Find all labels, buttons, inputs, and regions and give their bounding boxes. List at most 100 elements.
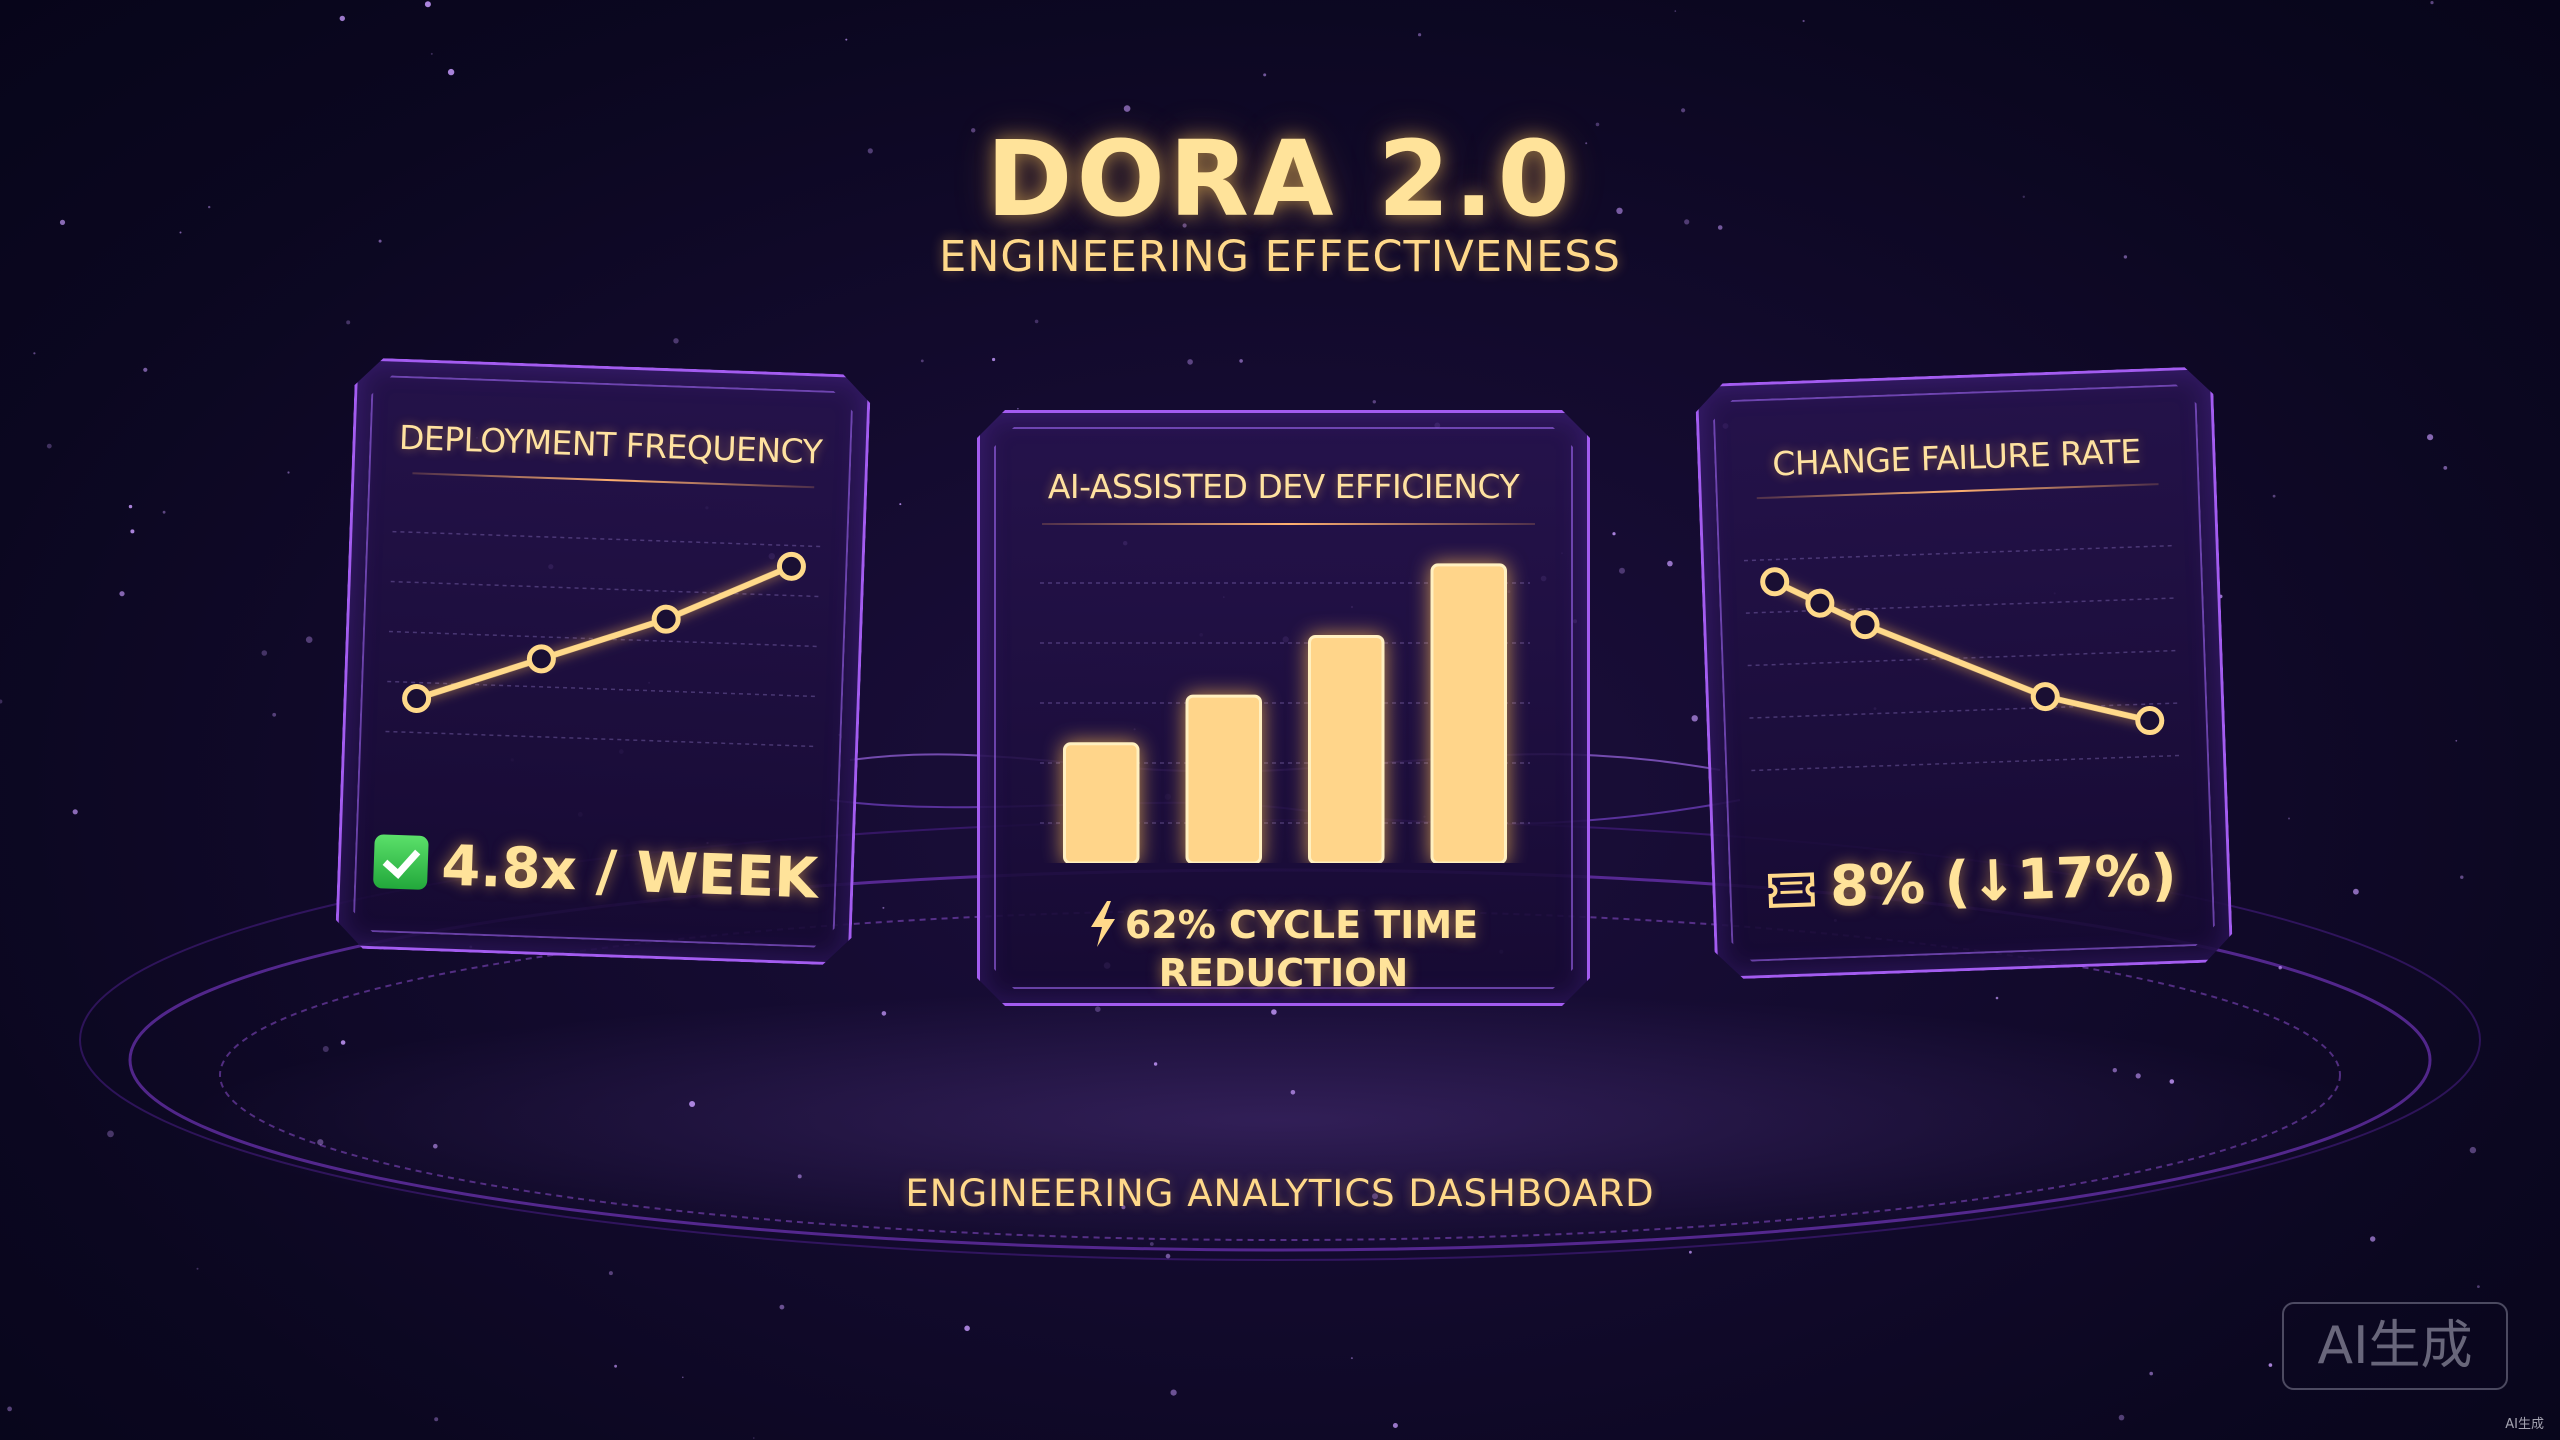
particle <box>1187 359 1193 365</box>
particle <box>322 1046 329 1052</box>
particle <box>867 148 873 154</box>
particle <box>899 503 902 506</box>
particle <box>33 352 36 355</box>
particle <box>2455 739 2458 742</box>
particle <box>130 529 135 534</box>
particle <box>2278 966 2282 970</box>
particle <box>1689 1250 1692 1254</box>
bar <box>1187 696 1261 863</box>
particle <box>1372 1193 1378 1200</box>
particle <box>59 219 66 225</box>
corner-watermark: AI生成 <box>2505 1417 2544 1432</box>
particle <box>107 1130 114 1138</box>
change-failure-rate-chart <box>1743 516 2182 801</box>
particle <box>2430 0 2434 5</box>
grid-line <box>1751 755 2181 770</box>
particle <box>608 1271 613 1276</box>
particle <box>1095 1006 1101 1012</box>
particle <box>2370 1236 2376 1242</box>
footer-label: ENGINEERING ANALYTICS DASHBOARD <box>905 1172 1655 1215</box>
particle <box>2272 494 2276 498</box>
particle <box>689 1101 696 1107</box>
particle <box>1034 319 1039 324</box>
data-point <box>1807 591 1832 616</box>
particle <box>1170 1389 1177 1396</box>
card-value: 62% CYCLE TIME REDUCTION <box>980 903 1587 995</box>
particle <box>378 239 382 243</box>
orbit-ring <box>219 909 2341 1241</box>
particle <box>447 68 455 76</box>
page-title: DORA 2.0 <box>986 118 1574 240</box>
particle <box>119 591 125 597</box>
data-point <box>2033 684 2058 709</box>
particle <box>72 809 78 815</box>
particle <box>2169 1079 2175 1084</box>
particle <box>2022 195 2026 198</box>
particle <box>971 128 976 133</box>
particle <box>2427 434 2434 441</box>
deployment-frequency-chart <box>384 502 823 777</box>
particle <box>1418 33 1422 37</box>
particle <box>845 38 848 41</box>
particle <box>1263 73 1267 77</box>
particle <box>1619 567 1625 574</box>
particle <box>614 1364 617 1368</box>
particle <box>1153 1062 1158 1066</box>
card-inner-frame <box>994 427 1573 989</box>
card-title: AI-ASSISTED DEV EFFICIENCY <box>1047 467 1520 506</box>
particle <box>1802 19 1805 23</box>
particle <box>1271 1009 1277 1015</box>
particle <box>682 1376 684 1379</box>
particle <box>964 1325 970 1332</box>
particle <box>1667 560 1673 567</box>
particle <box>1290 1090 1296 1095</box>
particle <box>1350 1357 1353 1360</box>
page-subtitle: ENGINEERING EFFECTIVENESS <box>939 232 1621 282</box>
particle <box>1017 407 1019 410</box>
card-divider <box>1042 523 1535 525</box>
data-point <box>779 554 804 579</box>
particle <box>143 367 148 372</box>
data-point <box>1762 569 1787 594</box>
card-deployment-frequency: DEPLOYMENT FREQUENCY 4.8x / WEEK <box>335 357 871 966</box>
card-change-failure-rate: CHANGE FAILURE RATE 8% (↓17%) <box>1695 366 2233 980</box>
grid-line <box>1744 546 2174 561</box>
particle <box>339 15 345 22</box>
particle <box>2149 1371 2153 1376</box>
card-ai-assisted-efficiency: AI-ASSISTED DEV EFFICIENCY 62% CYCLE TIM… <box>977 410 1590 1006</box>
grid-line <box>392 532 822 547</box>
grid-line <box>385 731 815 746</box>
particle <box>2477 1285 2480 1288</box>
series-line <box>417 553 792 711</box>
particle <box>2460 875 2464 879</box>
particle <box>317 1139 324 1146</box>
particle <box>2118 1414 2125 1421</box>
data-point <box>529 646 554 671</box>
particle <box>797 1174 802 1179</box>
particle <box>1239 359 1243 363</box>
particle <box>424 1 431 8</box>
data-point <box>1853 612 1878 637</box>
data-point <box>654 607 679 632</box>
particle <box>1681 108 1686 113</box>
data-point <box>404 686 429 711</box>
particle <box>346 320 351 325</box>
card-value-text: 8% (↓17%) <box>1828 842 2178 920</box>
ticket-icon <box>1765 864 1817 912</box>
ai-generated-badge: AI生成 <box>2282 1302 2508 1390</box>
particle <box>434 1417 439 1422</box>
floor-glow <box>180 990 2380 1250</box>
particle <box>179 231 182 234</box>
series-line <box>1775 569 2150 734</box>
particle <box>305 636 313 643</box>
bar <box>1432 565 1506 863</box>
check-icon <box>373 834 429 890</box>
particle <box>430 52 433 55</box>
particle <box>779 1304 785 1310</box>
particle <box>208 205 211 209</box>
particle <box>1149 1242 1154 1246</box>
particle <box>162 510 166 514</box>
card-value-text: 4.8x / WEEK <box>440 833 819 912</box>
particle <box>261 650 268 656</box>
particle <box>881 1011 887 1016</box>
